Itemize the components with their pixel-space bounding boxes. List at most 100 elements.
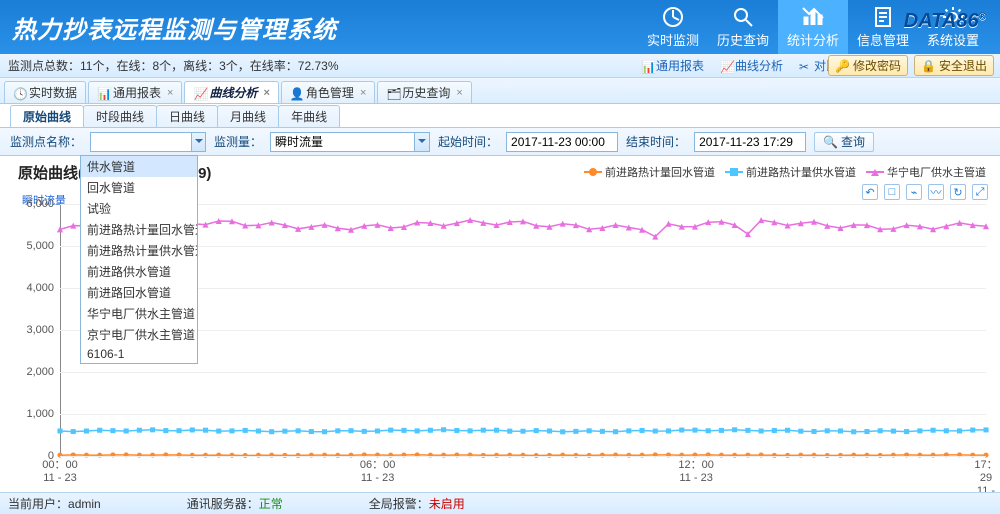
subtab-2[interactable]: 日曲线 (156, 105, 218, 127)
x-tick-label: 12：0011 - 23 (678, 459, 713, 485)
tab-角色管理[interactable]: 👤角色管理× (281, 81, 375, 103)
status-bar: 监测点总数：11个，在线：8个，离线：3个，在线率：72.73% 📊通用报表 📈曲… (0, 54, 1000, 78)
hist-icon: 🗂 (386, 87, 398, 99)
series-marker (507, 429, 512, 434)
series-marker (150, 427, 155, 432)
chart-tool-4[interactable]: ↻ (950, 184, 966, 200)
dropdown-option[interactable]: 试验 (81, 198, 197, 219)
close-icon[interactable]: × (360, 87, 366, 99)
series-marker (415, 428, 420, 433)
tab-实时数据[interactable]: 🕓实时数据 (4, 81, 86, 103)
series-marker (692, 428, 697, 433)
nav-chart[interactable]: 统计分析 (778, 0, 848, 54)
chart-tool-3[interactable]: 〰 (928, 184, 944, 200)
chart-tool-5[interactable]: ⤢ (972, 184, 988, 200)
close-icon[interactable]: × (263, 87, 269, 99)
chart-tool-1[interactable]: □ (884, 184, 900, 200)
grid-line (60, 204, 986, 205)
query-button[interactable]: 🔍 查询 (814, 132, 874, 152)
series-marker (600, 429, 605, 434)
chart-icon (801, 5, 825, 29)
doc-icon (871, 5, 895, 29)
series-marker (587, 428, 592, 433)
bars-icon: 📊 (97, 87, 109, 99)
dropdown-option[interactable]: 前进路热计量供水管道 (81, 240, 197, 261)
series-marker (494, 428, 499, 433)
series-marker (798, 429, 803, 434)
y-tick-label: 4,000 (26, 282, 54, 294)
dropdown-option[interactable]: 6106-1 (81, 345, 197, 363)
chevron-down-icon[interactable] (414, 133, 429, 151)
subtab-3[interactable]: 月曲线 (217, 105, 279, 127)
chart-tool-2[interactable]: ⌁ (906, 184, 922, 200)
dropdown-option[interactable]: 华宁电厂供水主管道 (81, 303, 197, 324)
series-marker (309, 429, 314, 434)
measure-combo[interactable] (270, 132, 430, 152)
dropdown-option[interactable]: 前进路回水管道 (81, 282, 197, 303)
series-marker (626, 428, 631, 433)
account-links: 🔑修改密码 🔒安全退出 (828, 55, 994, 76)
chart-legend: 前进路热计量回水管道前进路热计量供水管道华宁电厂供水主管道 (584, 164, 986, 180)
series-marker (428, 428, 433, 433)
chevron-down-icon[interactable] (191, 133, 205, 151)
series-marker (296, 428, 301, 433)
link-bars[interactable]: 📊通用报表 (641, 57, 704, 74)
series-marker (177, 428, 182, 433)
series-marker (560, 429, 565, 434)
series-marker (243, 428, 248, 433)
end-time-input[interactable] (694, 132, 806, 152)
series-marker (269, 429, 274, 434)
series-marker (825, 428, 830, 433)
grid-line (60, 330, 986, 331)
series-marker (931, 428, 936, 433)
dropdown-option[interactable]: 前进路热计量回水管道 (81, 219, 197, 240)
dropdown-option[interactable]: 回水管道 (81, 177, 197, 198)
nav-search[interactable]: 历史查询 (708, 0, 778, 54)
point-input[interactable] (91, 133, 191, 151)
alarm-status: 未启用 (429, 497, 465, 511)
point-dropdown[interactable]: 供水管道回水管道试验前进路热计量回水管道前进路热计量供水管道前进路供水管道前进路… (80, 155, 198, 364)
server-status: 正常 (259, 497, 283, 511)
tab-曲线分析[interactable]: 📈曲线分析× (184, 81, 278, 103)
btn-exit[interactable]: 🔒安全退出 (914, 55, 994, 76)
key-icon: 🔑 (835, 59, 850, 73)
series-marker (983, 427, 988, 432)
subtab-1[interactable]: 时段曲线 (83, 105, 157, 127)
series-marker (362, 429, 367, 434)
grid-line (60, 246, 986, 247)
measure-input[interactable] (271, 133, 414, 151)
series-marker (745, 428, 750, 433)
chart-tool-0[interactable]: ↶ (862, 184, 878, 200)
y-tick-label: 6,000 (26, 198, 54, 210)
tab-历史查询[interactable]: 🗂历史查询× (377, 81, 471, 103)
series-marker (481, 428, 486, 433)
subtab-0[interactable]: 原始曲线 (10, 105, 84, 127)
series-marker (256, 429, 261, 434)
close-icon[interactable]: × (456, 87, 462, 99)
y-tick-label: 5,000 (26, 240, 54, 252)
btn-key[interactable]: 🔑修改密码 (828, 55, 908, 76)
series-marker (944, 428, 949, 433)
chart-toolbar: ↶ □ ⌁ 〰 ↻ ⤢ (862, 184, 988, 200)
link-curve[interactable]: 📈曲线分析 (720, 57, 783, 74)
series-marker (375, 429, 380, 434)
subtab-4[interactable]: 年曲线 (278, 105, 340, 127)
series-marker (203, 428, 208, 433)
tab-通用报表[interactable]: 📊通用报表× (88, 81, 182, 103)
status-text: 监测点总数：11个，在线：8个，离线：3个，在线率：72.73% (8, 57, 641, 74)
series-marker (653, 429, 658, 434)
dropdown-option[interactable]: 前进路供水管道 (81, 261, 197, 282)
series-marker (666, 428, 671, 433)
series-marker (970, 428, 975, 433)
series-marker (917, 428, 922, 433)
close-icon[interactable]: × (167, 87, 173, 99)
bars-icon: 📊 (641, 60, 653, 72)
dropdown-option[interactable]: 供水管道 (81, 156, 197, 177)
nav-monitor[interactable]: 实时监测 (638, 0, 708, 54)
measure-label: 监测量： (214, 133, 262, 150)
grid-line (60, 372, 986, 373)
point-combo[interactable] (90, 132, 206, 152)
start-time-input[interactable] (506, 132, 618, 152)
dropdown-option[interactable]: 京宁电厂供水主管道 (81, 324, 197, 345)
document-tabs: 🕓实时数据📊通用报表×📈曲线分析×👤角色管理×🗂历史查询× (0, 78, 1000, 104)
